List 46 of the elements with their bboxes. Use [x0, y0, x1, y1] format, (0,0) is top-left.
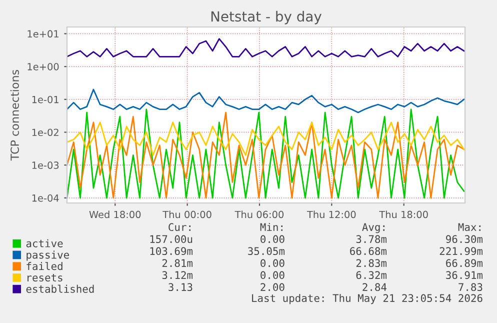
- y-tick-label: 1e-01: [32, 96, 58, 104]
- text: Avg:: [362, 223, 384, 234]
- y-tick-label: 1e+00: [28, 63, 59, 70]
- legend-label: resets: [28, 274, 62, 282]
- line-series: [67, 88, 465, 114]
- text: Cur:: [168, 223, 190, 232]
- text: 0.00: [260, 271, 284, 280]
- text: 66.68m: [350, 247, 387, 256]
- text: 2.81m: [162, 259, 193, 268]
- line-series: [67, 38, 465, 58]
- legend-label: failed: [26, 262, 62, 270]
- text: 3.78m: [356, 235, 387, 244]
- y-tick-label: 1e+01: [28, 30, 58, 38]
- legend-label: passive: [26, 250, 69, 261]
- legend-label: established: [26, 284, 94, 293]
- text: 2.84: [362, 283, 387, 292]
- text: 0.00: [260, 259, 284, 268]
- x-tick-label: Wed 18:00: [89, 210, 141, 218]
- text: Last update: Thu May 21 23:05:54 2026: [252, 294, 482, 304]
- text: 221.99m: [440, 247, 483, 256]
- text: 7.83: [458, 283, 482, 292]
- x-tick-label: Thu 12:00: [306, 210, 356, 218]
- x-tick-label: Thu 06:00: [234, 210, 284, 218]
- text: 3.13: [168, 283, 192, 292]
- text: 0.00: [260, 235, 284, 244]
- text: 2.00: [260, 283, 284, 292]
- text: Max:: [458, 223, 480, 232]
- text: Min:: [260, 222, 282, 231]
- text: 157.00u: [150, 235, 192, 244]
- chart-title: Netstat - by day: [211, 10, 322, 24]
- x-tick-label: Thu 00:00: [162, 210, 212, 218]
- y-tick-label: 1e-04: [32, 194, 59, 202]
- y-axis-title: TCP connections: [10, 70, 19, 161]
- text: 36.91m: [446, 271, 483, 280]
- text: 2.83m: [356, 259, 387, 268]
- legend-label: active: [26, 239, 63, 248]
- text: 35.05m: [248, 247, 285, 256]
- x-tick-label: Thu 18:00: [379, 210, 428, 218]
- text: 6.32m: [356, 271, 387, 280]
- line-series: [67, 122, 465, 156]
- y-tick-label: 1e-02: [32, 128, 58, 136]
- text: 96.30m: [446, 235, 483, 244]
- text: 103.69m: [150, 247, 193, 256]
- text: 66.89m: [446, 259, 483, 268]
- text: 3.12m: [162, 271, 193, 280]
- y-tick-label: 1e-03: [32, 162, 59, 169]
